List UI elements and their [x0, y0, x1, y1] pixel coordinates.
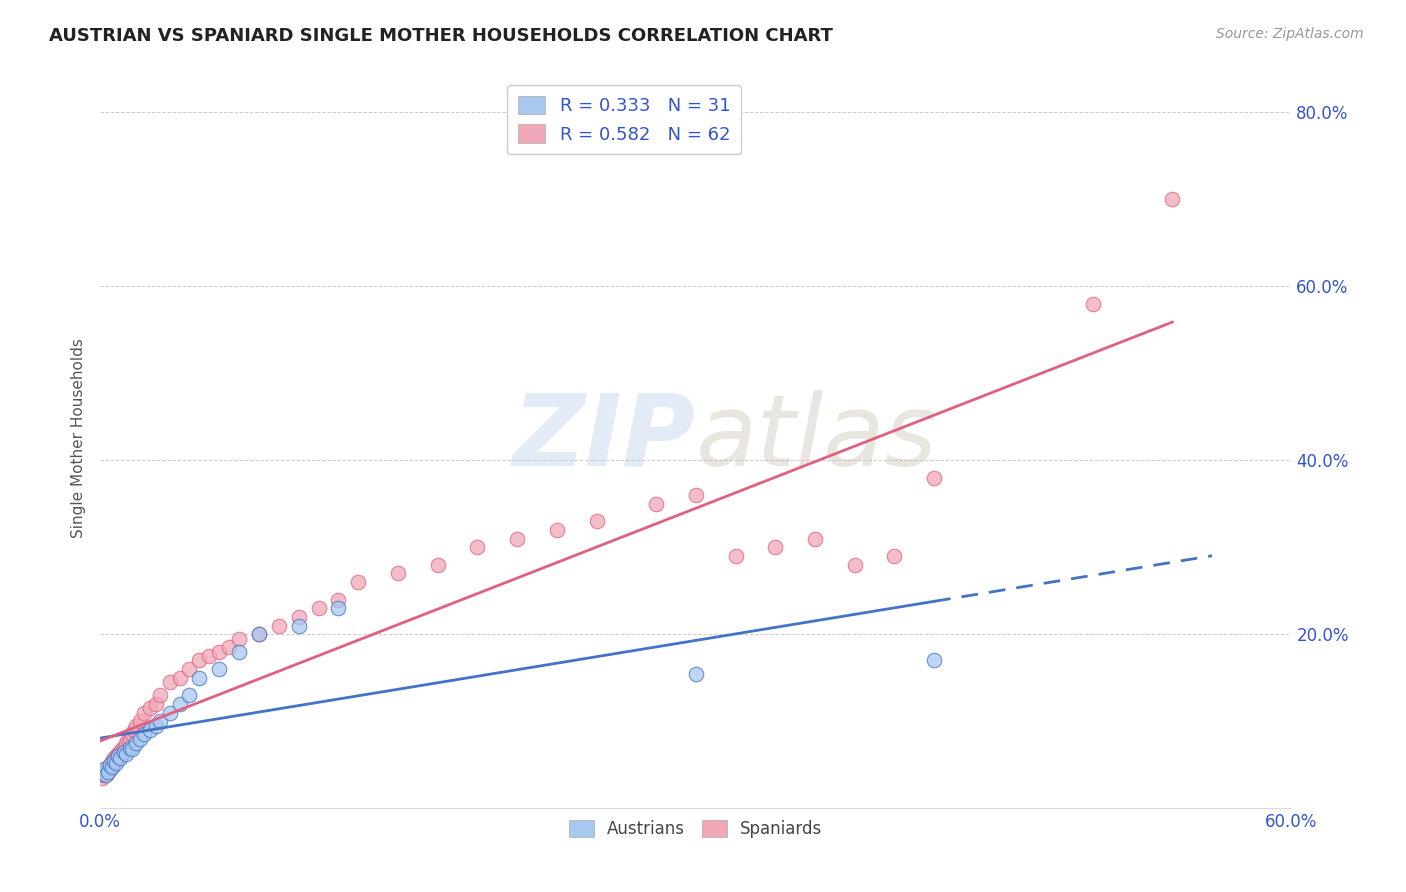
Point [118, 740, 141, 755]
Point [149, 688, 172, 702]
Point [426, 558, 449, 572]
Point [218, 640, 240, 655]
Point [118, 731, 141, 746]
Point [169, 697, 191, 711]
Point [883, 549, 905, 563]
Point [179, 688, 201, 702]
Point [125, 719, 148, 733]
Point [98, 762, 121, 776]
Point [308, 601, 330, 615]
Text: ZIP: ZIP [513, 390, 696, 487]
Point [112, 740, 135, 755]
Point [506, 532, 529, 546]
Point [94, 766, 117, 780]
Point [94, 762, 117, 776]
Point [97, 759, 120, 773]
Point [763, 541, 786, 555]
Point [585, 514, 607, 528]
Point [121, 727, 143, 741]
Point [115, 736, 138, 750]
Point [724, 549, 747, 563]
Point [121, 742, 143, 756]
Point [188, 653, 211, 667]
Text: atlas: atlas [696, 390, 938, 487]
Point [328, 601, 350, 615]
Point [128, 714, 150, 729]
Point [132, 727, 155, 741]
Point [93, 764, 115, 779]
Legend: Austrians, Spaniards: Austrians, Spaniards [562, 813, 830, 845]
Point [159, 706, 181, 720]
Point [145, 719, 167, 733]
Point [97, 764, 120, 779]
Point [108, 749, 131, 764]
Point [287, 610, 309, 624]
Point [287, 618, 309, 632]
Point [115, 747, 138, 762]
Point [122, 723, 145, 737]
Point [112, 745, 135, 759]
Point [188, 671, 211, 685]
Point [94, 768, 117, 782]
Point [98, 758, 121, 772]
Point [101, 759, 124, 773]
Point [125, 736, 148, 750]
Point [645, 497, 668, 511]
Point [91, 766, 114, 780]
Point [179, 662, 201, 676]
Point [347, 575, 370, 590]
Point [267, 618, 290, 632]
Point [108, 751, 131, 765]
Point [105, 756, 128, 771]
Point [139, 701, 162, 715]
Point [228, 632, 250, 646]
Point [1081, 296, 1104, 310]
Point [546, 523, 568, 537]
Point [1161, 192, 1184, 206]
Point [93, 768, 115, 782]
Point [467, 541, 489, 555]
Point [228, 645, 250, 659]
Point [132, 706, 155, 720]
Point [111, 742, 134, 756]
Point [103, 756, 125, 771]
Point [93, 762, 115, 776]
Point [922, 470, 945, 484]
Point [128, 731, 150, 746]
Point [145, 697, 167, 711]
Point [107, 749, 129, 764]
Point [922, 653, 945, 667]
Point [208, 645, 231, 659]
Point [139, 723, 162, 737]
Point [101, 754, 124, 768]
Point [108, 745, 131, 759]
Point [247, 627, 270, 641]
Point [91, 771, 114, 785]
Point [105, 749, 128, 764]
Point [103, 754, 125, 768]
Point [97, 764, 120, 779]
Point [159, 675, 181, 690]
Point [98, 758, 121, 772]
Y-axis label: Single Mother Households: Single Mother Households [72, 339, 86, 539]
Point [804, 532, 827, 546]
Point [103, 751, 125, 765]
Point [117, 733, 139, 747]
Point [105, 754, 128, 768]
Point [107, 751, 129, 765]
Text: AUSTRIAN VS SPANIARD SINGLE MOTHER HOUSEHOLDS CORRELATION CHART: AUSTRIAN VS SPANIARD SINGLE MOTHER HOUSE… [49, 27, 834, 45]
Point [844, 558, 866, 572]
Point [149, 714, 172, 729]
Point [328, 592, 350, 607]
Text: Source: ZipAtlas.com: Source: ZipAtlas.com [1216, 27, 1364, 41]
Point [107, 747, 129, 762]
Point [169, 671, 191, 685]
Point [198, 649, 221, 664]
Point [208, 662, 231, 676]
Point [685, 666, 707, 681]
Point [101, 759, 124, 773]
Point [387, 566, 409, 581]
Point [247, 627, 270, 641]
Point [685, 488, 707, 502]
